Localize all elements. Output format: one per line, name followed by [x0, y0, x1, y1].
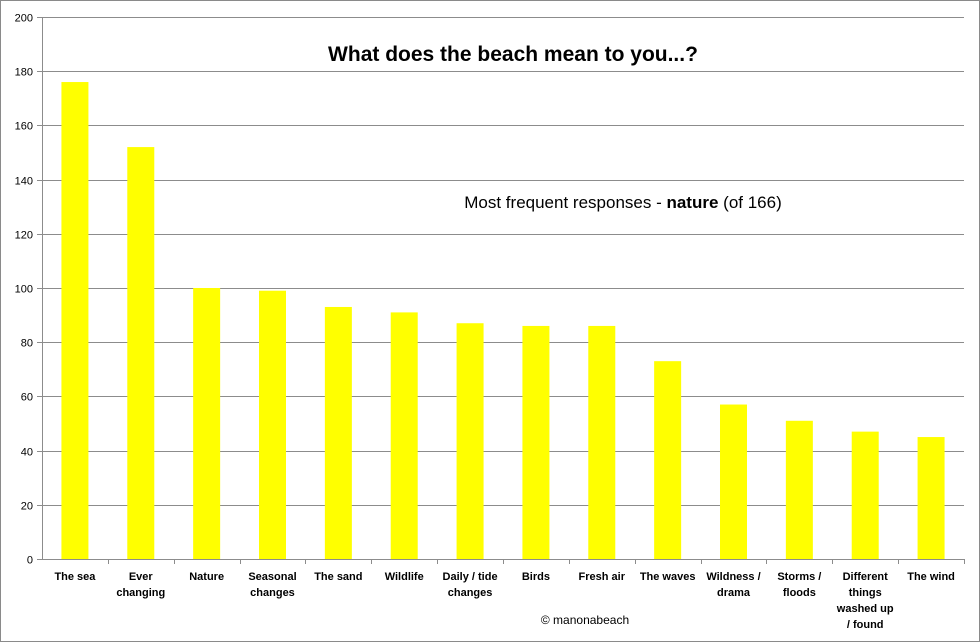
bar	[259, 290, 286, 559]
x-tick-label: Fresh air	[579, 571, 626, 583]
bar	[522, 325, 550, 559]
x-tick-label-line: things	[849, 587, 882, 599]
y-tick-label: 0	[27, 555, 33, 567]
bar	[390, 312, 418, 559]
bar	[785, 420, 813, 559]
x-tick-label: Wildlife	[385, 571, 424, 583]
x-tick-label-line: changes	[250, 587, 295, 599]
x-tick-label-line: Fresh air	[579, 571, 626, 583]
x-tick-label-line: The sand	[314, 571, 362, 583]
x-tick-label-line: floods	[783, 587, 816, 599]
x-tick-label-line: / found	[847, 619, 884, 631]
x-tick-label: Storms / floods	[777, 571, 821, 599]
chart-annotation: Most frequent responses - nature (of 166…	[464, 193, 782, 212]
bar	[917, 437, 945, 559]
bar	[61, 82, 89, 559]
x-tick-label-line: drama	[717, 587, 751, 599]
x-tick-label: Different things washed up / found	[836, 571, 894, 631]
y-tick-label: 20	[21, 501, 33, 513]
y-tick-label: 80	[21, 338, 33, 350]
x-tick-label-line: Daily / tide	[443, 571, 498, 583]
x-tick-label-line: Nature	[189, 571, 224, 583]
y-tick-label: 60	[21, 392, 33, 404]
x-tick-label: Ever changing	[116, 571, 165, 599]
bars	[61, 82, 945, 559]
annotation-suffix: (of 166)	[718, 193, 781, 212]
axes	[37, 17, 965, 564]
x-tick-label: Wildness / drama	[706, 571, 760, 599]
x-tick-label-line: washed up	[836, 603, 894, 615]
y-tick-label: 200	[15, 13, 33, 25]
x-tick-label-line: Ever	[129, 571, 154, 583]
x-tick-label-line: Wildlife	[385, 571, 424, 583]
bar	[851, 431, 879, 559]
x-tick-labels: The sea Ever changing Nature Seasonal changes…	[54, 571, 954, 631]
x-tick-label-line: The sea	[54, 571, 96, 583]
bar	[588, 325, 616, 559]
bar	[127, 147, 155, 559]
y-tick-labels: 0 20 40 60 80 100 120 140 160 180 200	[15, 13, 33, 567]
y-tick-label: 160	[15, 121, 33, 133]
chart-title: What does the beach mean to you...?	[328, 43, 698, 66]
x-tick-label: Seasonal changes	[248, 571, 296, 599]
bar	[193, 288, 221, 559]
y-tick-label: 140	[15, 176, 33, 188]
x-tick-label-line: Different	[843, 571, 889, 583]
x-tick-label: The wind	[907, 571, 955, 583]
annotation-bold: nature	[666, 193, 718, 212]
copyright-credit: © manonabeach	[541, 613, 629, 627]
x-tick-label: The sand	[314, 571, 362, 583]
y-tick-label: 120	[15, 230, 33, 242]
bar	[324, 306, 352, 559]
x-tick-label-line: changing	[116, 587, 165, 599]
x-tick-label-line: Seasonal	[248, 571, 296, 583]
x-tick-label-line: changes	[448, 587, 493, 599]
gridlines	[42, 17, 964, 506]
x-tick-label: The sea	[54, 571, 96, 583]
y-tick-label: 100	[15, 284, 33, 296]
x-tick-label-line: The waves	[640, 571, 696, 583]
x-tick-label: Nature	[189, 571, 224, 583]
x-tick-label: Birds	[522, 571, 550, 583]
x-tick-label-line: Birds	[522, 571, 550, 583]
x-tick-label: The waves	[640, 571, 696, 583]
x-tick-label-line: Wildness /	[706, 571, 760, 583]
annotation-prefix: Most frequent responses -	[464, 193, 666, 212]
bar	[654, 361, 682, 559]
bar	[456, 323, 484, 559]
bar	[720, 404, 747, 559]
x-tick-label: Daily / tide changes	[443, 571, 498, 599]
y-tick-label: 180	[15, 67, 33, 79]
x-tick-label-line: The wind	[907, 571, 955, 583]
x-tick-label-line: Storms /	[777, 571, 821, 583]
y-tick-label: 40	[21, 447, 33, 459]
